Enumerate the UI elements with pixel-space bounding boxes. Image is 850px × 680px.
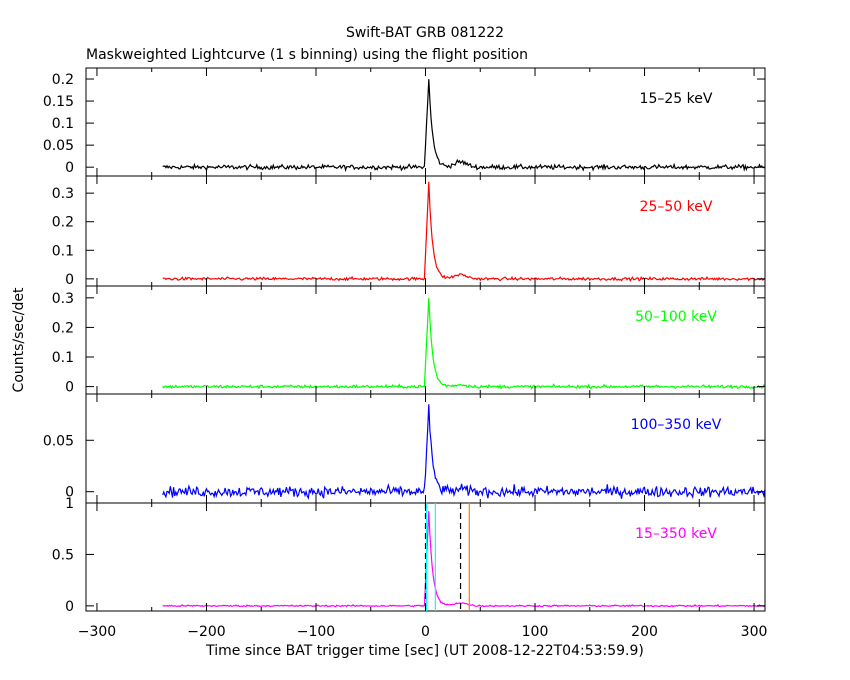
- band-label: 50–100 keV: [635, 309, 717, 325]
- lightcurve-series: [162, 181, 766, 283]
- y-axis-label: Counts/sec/det: [11, 287, 27, 392]
- x-tick-label: −200: [187, 624, 225, 640]
- chart-title: Swift-BAT GRB 081222: [346, 25, 504, 41]
- panel-1: 0 0.05 0.1 0.15 0.2 15–25 keV: [43, 67, 766, 177]
- x-tick-label: −100: [297, 624, 335, 640]
- x-tick-label: 300: [741, 624, 768, 640]
- lightcurve-series: [162, 297, 766, 391]
- y-tick-label: 0.2: [52, 320, 74, 336]
- panel-frame: [85, 393, 766, 504]
- band-label: 15–350 keV: [635, 526, 717, 542]
- y-tick-label: 0.5: [52, 547, 74, 563]
- x-axis-label: Time since BAT trigger time [sec] (UT 20…: [205, 643, 644, 659]
- band-label: 25–50 keV: [640, 199, 713, 215]
- y-tick-label: 0: [65, 272, 74, 288]
- y-tick-label: 0.1: [52, 350, 74, 366]
- panel-frame: [85, 175, 766, 287]
- x-tick-label: −300: [78, 624, 116, 640]
- panel-3: 0 0.1 0.2 0.3 50–100 keV: [52, 285, 766, 396]
- panel-frame: [85, 285, 766, 395]
- band-label: 15–25 keV: [640, 91, 713, 107]
- y-tick-label: 0.1: [52, 116, 74, 132]
- y-tick-label: 0: [65, 160, 74, 176]
- band-label: 100–350 keV: [631, 417, 722, 433]
- lightcurve-series: [162, 79, 766, 173]
- y-tick-label: 0: [65, 380, 74, 396]
- panel-frame: [85, 67, 766, 177]
- panel-4: 0 0.05 100–350 keV: [43, 393, 766, 504]
- panels: 0 0.05 0.1 0.15 0.2 15–25 keV 0 0.1 0.2 0.3 25–50 …: [43, 67, 768, 640]
- y-tick-label: 0.05: [43, 138, 74, 154]
- y-tick-label: 0.2: [52, 72, 74, 88]
- y-tick-label: 0.2: [52, 215, 74, 231]
- lightcurve-series: [162, 511, 766, 608]
- y-tick-label: 1: [65, 496, 74, 512]
- y-tick-label: 0: [65, 485, 74, 501]
- lightcurve-series: [162, 404, 766, 500]
- x-tick-label: 200: [631, 624, 658, 640]
- x-tick-label: 100: [522, 624, 549, 640]
- x-tick-label: 0: [421, 624, 430, 640]
- y-tick-label: 0: [65, 599, 74, 615]
- panel-5: 0 0.5 1 15–350 keV: [52, 496, 766, 615]
- y-tick-label: 0.1: [52, 243, 74, 259]
- panel-2: 0 0.1 0.2 0.3 25–50 keV: [52, 175, 766, 288]
- y-tick-label: 0.15: [43, 94, 74, 110]
- y-tick-label: 0.05: [43, 433, 74, 449]
- chart-subtitle: Maskweighted Lightcurve (1 s binning) us…: [86, 47, 528, 63]
- y-tick-label: 0.3: [52, 186, 74, 202]
- y-tick-label: 0.3: [52, 291, 74, 307]
